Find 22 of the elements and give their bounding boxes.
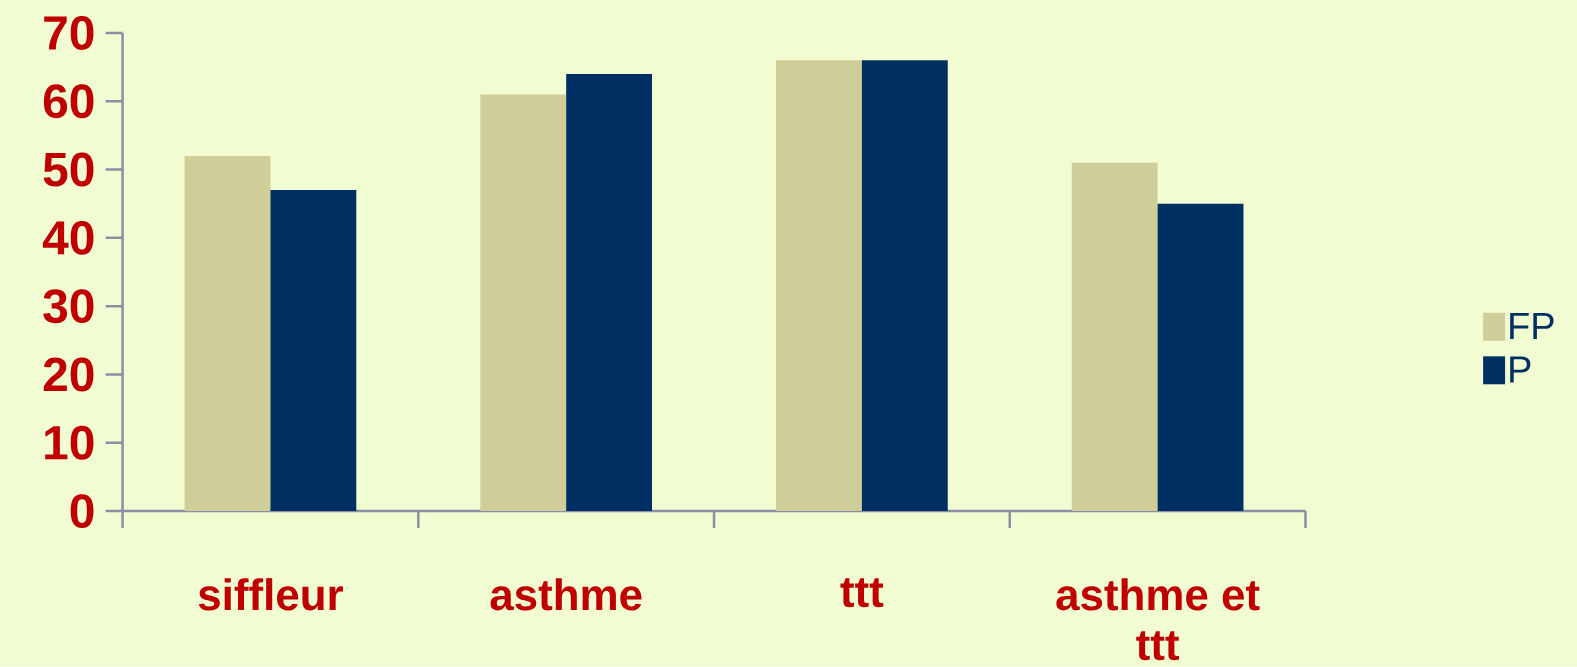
legend-label: FP [1510, 313, 1554, 340]
y-tick-label: 40 [42, 220, 94, 255]
y-tick-label: 50 [43, 152, 94, 187]
y-tick-label: 20 [43, 357, 94, 392]
y-tick-label: 30 [43, 289, 94, 324]
bar [1071, 162, 1158, 512]
y-tick-label: 0 [70, 494, 94, 529]
bar [184, 155, 271, 512]
bar [480, 94, 567, 512]
x-tick-label: asthme et ttt [1056, 578, 1260, 661]
legend-label: P [1510, 356, 1531, 383]
bar [270, 190, 357, 512]
x-tick-label: asthme [490, 578, 642, 611]
bar [776, 60, 862, 512]
bar [861, 60, 948, 512]
y-tick-label: 70 [44, 16, 94, 50]
y-tick-label: 60 [43, 84, 94, 119]
bar [566, 74, 653, 512]
y-tick-label: 10 [45, 425, 94, 460]
x-tick-label: ttt [840, 578, 884, 608]
bar [1157, 203, 1244, 512]
x-tick-label: siffleur [198, 578, 343, 611]
